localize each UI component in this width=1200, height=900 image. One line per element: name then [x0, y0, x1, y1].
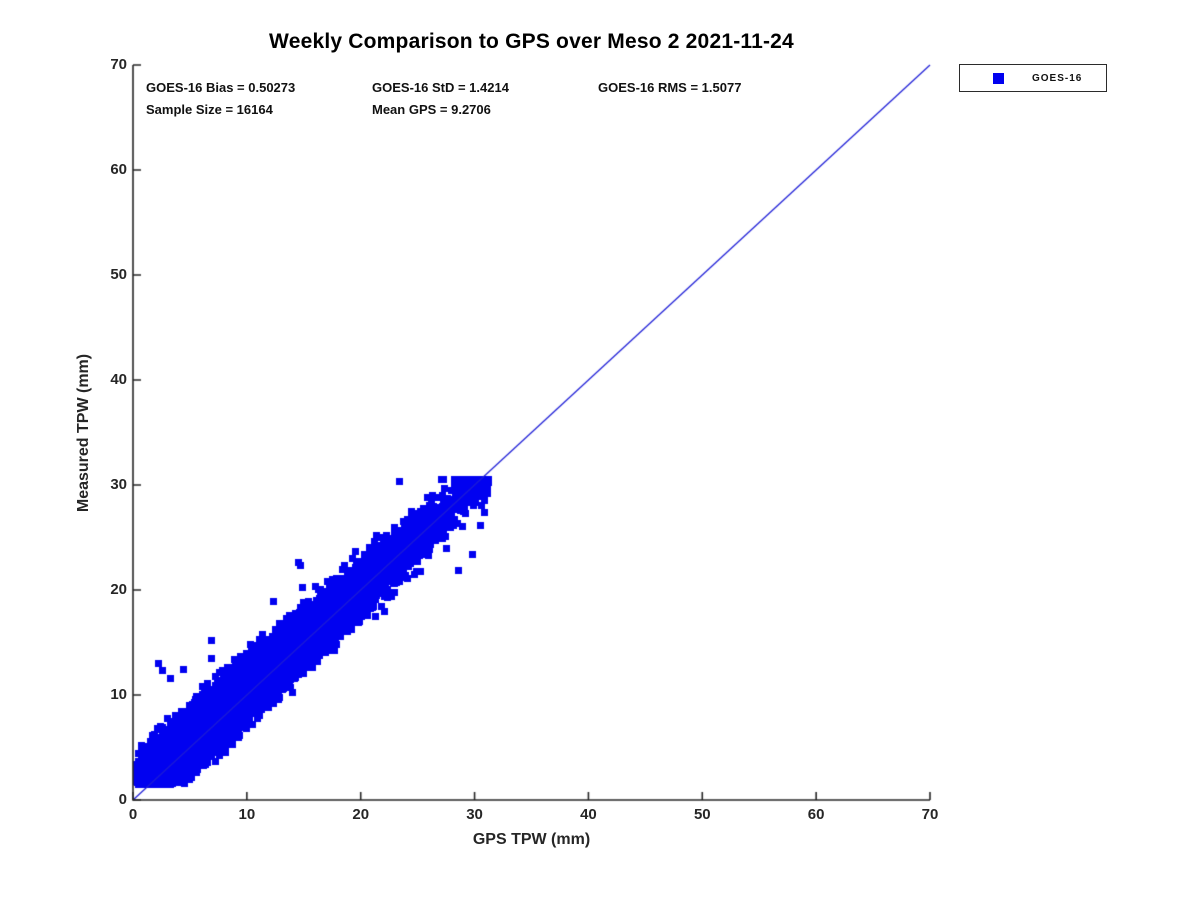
x-tick-label: 20: [352, 806, 370, 823]
x-tick-label: 50: [693, 806, 711, 823]
legend-entry-label: GOES-16: [1032, 72, 1083, 84]
y-tick-label: 40: [110, 371, 127, 388]
x-axis-label: GPS TPW (mm): [472, 831, 591, 848]
x-tick-label: 60: [807, 806, 825, 823]
y-tick-label: 50: [110, 266, 127, 283]
chart-title: Weekly Comparison to GPS over Meso 2 202…: [269, 30, 794, 53]
legend-box: GOES-16: [959, 64, 1107, 92]
stat-rms: GOES-16 RMS = 1.5077: [598, 80, 742, 95]
stat-bias: GOES-16 Bias = 0.50273: [146, 80, 296, 95]
x-tick-label: 30: [466, 806, 483, 823]
stat-mean-gps: Mean GPS = 9.2706: [372, 102, 491, 117]
stat-sample-size: Sample Size = 16164: [146, 102, 273, 117]
legend-marker-square-icon: [993, 72, 1004, 84]
y-tick-label: 70: [110, 56, 127, 73]
y-tick-label: 60: [110, 161, 127, 178]
y-tick-label: 30: [110, 476, 127, 493]
x-tick-label: 10: [238, 806, 256, 823]
y-tick-label: 10: [110, 686, 127, 703]
x-tick-label: 0: [128, 806, 138, 823]
y-tick-label: 20: [110, 581, 127, 598]
y-tick-label: 0: [118, 791, 127, 808]
y-axis-label: Measured TPW (mm): [75, 353, 92, 513]
stat-std: GOES-16 StD = 1.4214: [372, 80, 509, 95]
x-tick-label: 40: [580, 806, 597, 823]
x-tick-label: 70: [921, 806, 939, 823]
